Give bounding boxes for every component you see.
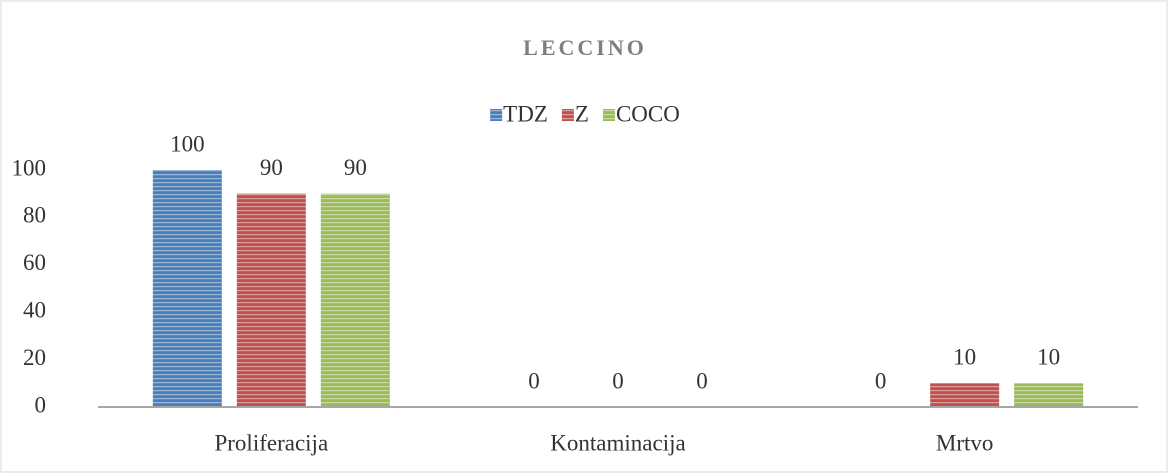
legend-label: COCO	[616, 101, 680, 126]
legend: TDZ Z COCO	[490, 101, 680, 126]
legend-swatch	[490, 109, 503, 121]
value-label: 90	[260, 155, 283, 180]
value-label: 0	[612, 368, 624, 393]
legend-label: TDZ	[503, 101, 548, 126]
bar	[152, 170, 222, 407]
value-label: 10	[1037, 345, 1060, 370]
y-tick-label: 40	[23, 297, 46, 322]
bar	[320, 193, 390, 407]
legend-label: Z	[575, 101, 589, 126]
bar	[1014, 383, 1084, 407]
y-tick-label: 60	[23, 250, 46, 275]
value-label: 0	[696, 368, 708, 393]
bar	[930, 383, 1000, 407]
value-label: 0	[528, 368, 540, 393]
y-tick-label: 20	[23, 345, 46, 370]
x-tick-label: Kontaminacija	[550, 430, 685, 455]
bar	[236, 193, 306, 407]
y-tick-label: 80	[23, 203, 46, 228]
x-tick-label: Mrtvo	[936, 430, 994, 455]
value-label: 100	[170, 131, 205, 156]
value-label: 10	[953, 345, 976, 370]
value-label: 0	[875, 368, 887, 393]
legend-swatch	[602, 109, 615, 121]
x-tick-label: Proliferacija	[214, 430, 328, 455]
legend-swatch	[561, 109, 574, 121]
y-tick-label: 0	[35, 392, 47, 417]
y-tick-label: 100	[12, 155, 47, 180]
value-label: 90	[344, 155, 367, 180]
chart-title: LECCINO	[523, 35, 647, 60]
